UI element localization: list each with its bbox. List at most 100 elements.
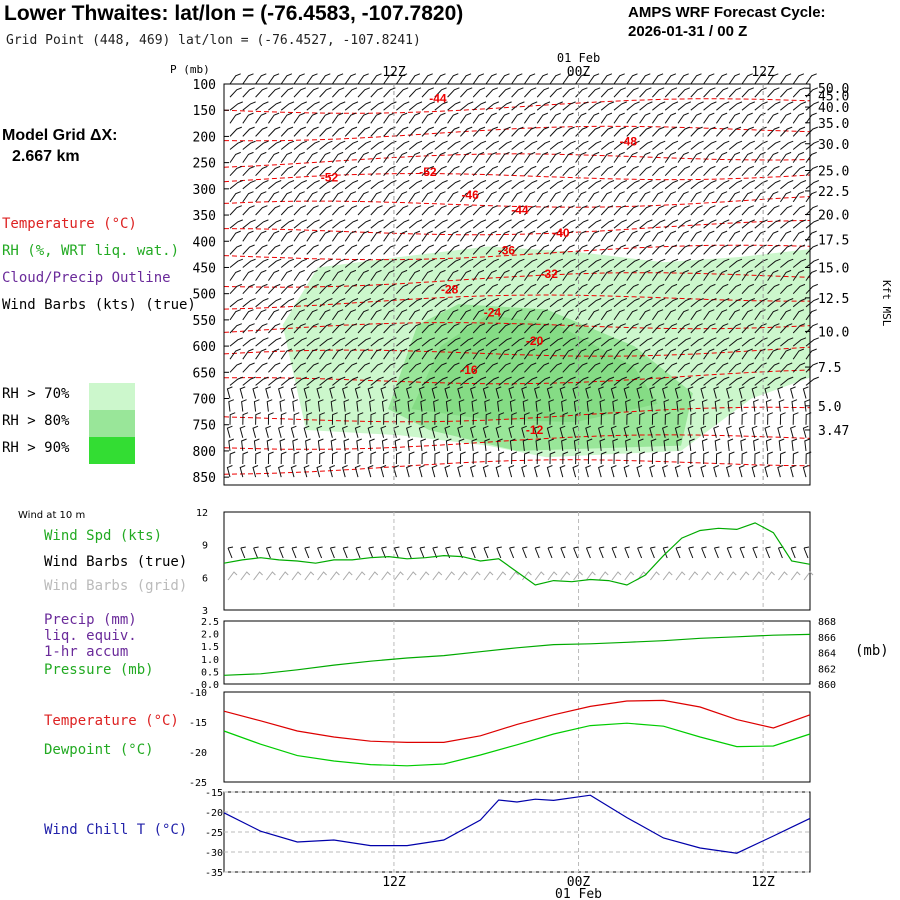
wind-barb xyxy=(447,376,461,386)
wind-barb xyxy=(380,465,387,478)
wind-barb xyxy=(649,465,655,478)
wind-barb xyxy=(780,376,794,386)
wind-barb xyxy=(751,386,758,399)
wind-barb xyxy=(408,112,421,124)
wind-barb xyxy=(357,451,364,465)
wind-barb xyxy=(354,425,361,438)
wind-barb xyxy=(319,205,332,216)
wind-barb xyxy=(613,337,627,347)
wind-barb xyxy=(293,151,305,163)
page-title: Lower Thwaites: lat/lon = (-76.4583, -10… xyxy=(4,2,464,25)
temperature-y-tick-label: -10 xyxy=(189,688,207,699)
wind-barb xyxy=(357,140,371,150)
wind-barb xyxy=(381,399,388,412)
wind-barb xyxy=(255,87,268,98)
wind-barb xyxy=(319,337,333,347)
wind-barb xyxy=(418,386,425,399)
wind-barb xyxy=(726,465,732,478)
wind-barb xyxy=(306,87,319,98)
wind-barb xyxy=(344,337,359,347)
wind-barb xyxy=(636,425,643,438)
wind-barb-grid xyxy=(253,571,263,581)
wind-barb xyxy=(767,244,780,255)
wind-barb xyxy=(715,230,728,242)
wind-barb xyxy=(741,151,753,163)
wind-barb xyxy=(780,205,793,216)
pressure-tick-label: 350 xyxy=(193,209,216,224)
wind-barb xyxy=(293,112,305,124)
wind-barb xyxy=(421,140,435,150)
wind-barb xyxy=(701,438,708,451)
wind-barb xyxy=(562,101,576,111)
wind-barb xyxy=(498,219,512,229)
wind-barb-grid xyxy=(368,571,379,581)
wind-barb xyxy=(741,126,754,137)
wind-barb xyxy=(252,425,259,438)
wind-barb xyxy=(447,73,459,85)
wind-barb xyxy=(779,191,792,203)
wind-barb xyxy=(549,112,561,124)
wind-barb xyxy=(522,399,529,412)
wind-barb xyxy=(716,165,729,177)
wind-barb-true xyxy=(329,546,336,559)
wind-barb xyxy=(344,283,358,295)
legend-rh80-label: RH > 80% xyxy=(2,413,70,429)
wind-barb xyxy=(460,283,473,295)
wind-barb xyxy=(255,140,269,150)
wind-barb-true xyxy=(560,546,566,559)
wind-barb xyxy=(562,126,575,137)
wind-barb xyxy=(255,258,269,268)
wind-barb xyxy=(434,362,447,373)
wind-barb xyxy=(267,348,280,360)
wind-barb-grid xyxy=(355,571,366,581)
wind-barb-grid xyxy=(534,571,545,581)
wind-barb xyxy=(585,425,591,438)
wind-barb xyxy=(434,205,447,216)
legend-rh90-label: RH > 90% xyxy=(2,440,70,456)
wind-barb xyxy=(306,219,320,229)
temperature-contour-label: -48 xyxy=(620,135,638,149)
wind-barb xyxy=(447,323,460,334)
wind-barb xyxy=(728,205,742,216)
wind-barb xyxy=(434,101,448,111)
wind-barb xyxy=(626,283,639,295)
wind-barb xyxy=(485,258,499,268)
wind-barb xyxy=(421,244,434,255)
wind-barb xyxy=(447,451,453,465)
top-time-label: 12Z xyxy=(751,65,775,80)
wind-barb xyxy=(780,244,793,255)
wind-barb xyxy=(562,323,575,334)
wind-barb xyxy=(396,87,409,98)
wind-barb xyxy=(639,87,652,98)
wind-barb xyxy=(354,386,361,399)
wind-barb xyxy=(548,399,554,412)
wind-barb xyxy=(572,425,579,438)
wind-barb xyxy=(370,165,383,177)
wind-barb xyxy=(610,425,617,438)
legend-rh80-swatch xyxy=(89,410,135,437)
wind-barb xyxy=(319,126,332,137)
wind-barb xyxy=(293,180,307,190)
wind-barb xyxy=(329,386,335,399)
wind-barb xyxy=(357,244,370,255)
wind-barb xyxy=(690,309,702,321)
wind-barb xyxy=(767,412,773,425)
wind-barb-grid xyxy=(317,571,327,581)
wind-barb xyxy=(588,126,601,137)
wind-barb xyxy=(293,87,306,98)
wind-barb xyxy=(767,191,779,203)
top-time-label: 00Z xyxy=(567,65,591,80)
wind-barb xyxy=(447,269,459,281)
wind-barb xyxy=(767,269,779,281)
wind-barb xyxy=(536,283,550,295)
wind-barb xyxy=(805,323,818,334)
wind-barb xyxy=(460,337,474,347)
wind-barb-true xyxy=(637,546,643,559)
wind-barb-true xyxy=(790,546,797,559)
wind-barb xyxy=(332,101,346,111)
wind-barb xyxy=(804,438,810,451)
wind-barb xyxy=(690,73,702,85)
wind-barb xyxy=(738,465,745,478)
wind-barb xyxy=(268,283,281,295)
